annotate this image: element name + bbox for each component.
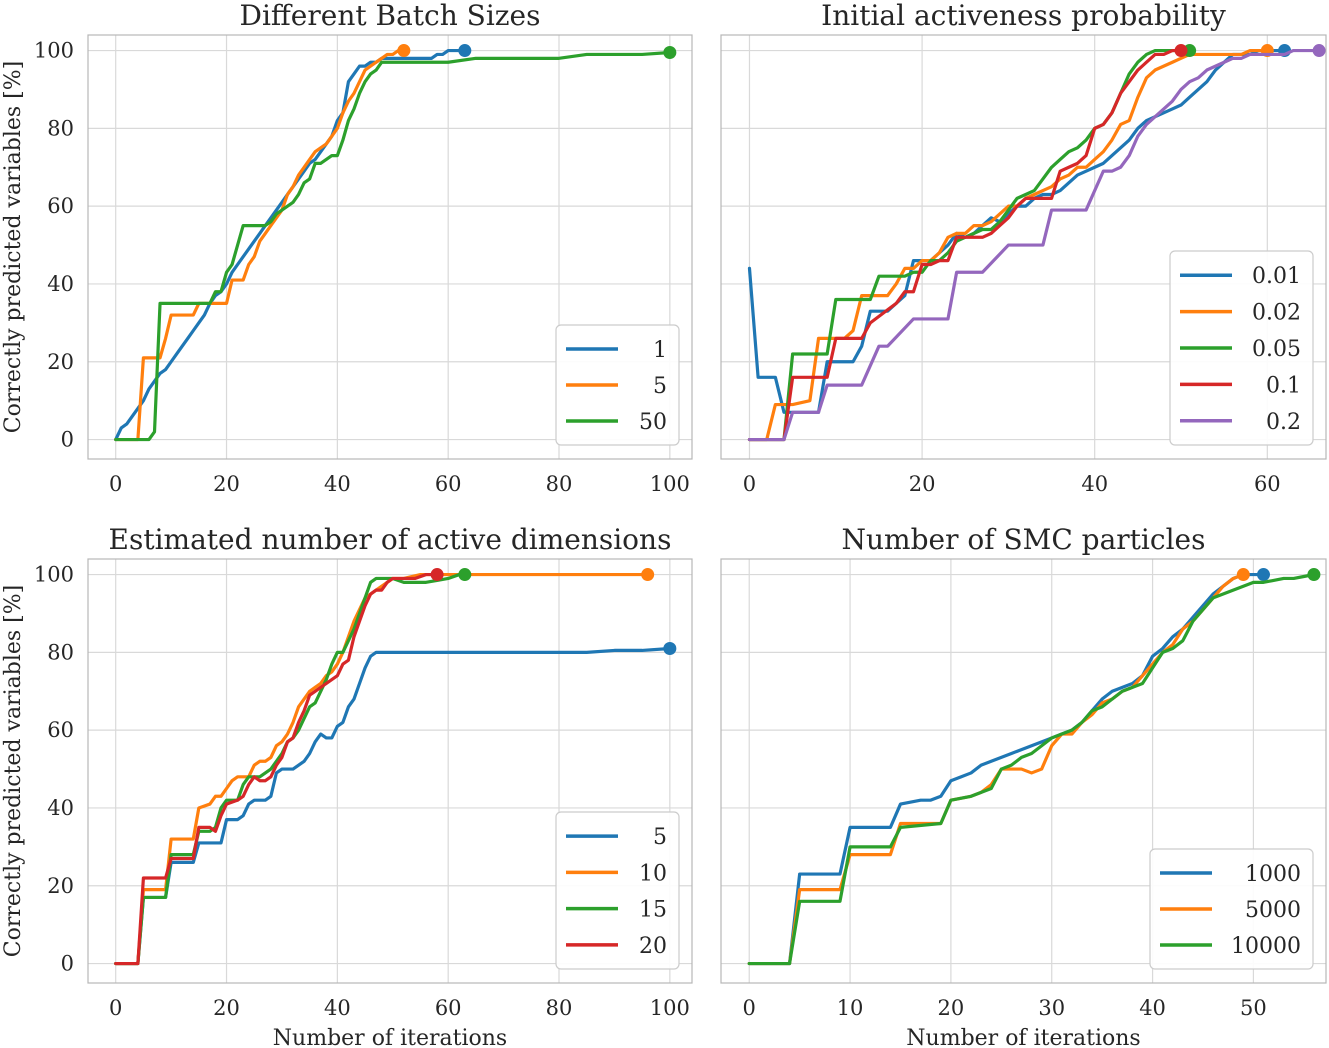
y-axis-label: Correctly predicted variables [%] bbox=[1, 585, 26, 957]
legend-label-1: 1 bbox=[653, 338, 667, 363]
x-axis-label: Number of iterations bbox=[273, 1026, 507, 1048]
chart-title: Number of SMC particles bbox=[842, 523, 1206, 556]
legend-box bbox=[1169, 250, 1314, 446]
y-tick-label: 100 bbox=[34, 563, 74, 587]
chart-title: Different Batch Sizes bbox=[240, 0, 541, 32]
y-tick-label: 60 bbox=[47, 718, 74, 742]
x-axis-label: Number of iterations bbox=[906, 1026, 1140, 1048]
series-line-10000 bbox=[747, 572, 1316, 966]
plot-frame bbox=[87, 34, 693, 460]
legend-label-5000: 5000 bbox=[1245, 898, 1301, 923]
x-tick-label: 60 bbox=[435, 996, 462, 1020]
y-tick-label: 0 bbox=[61, 952, 74, 976]
x-tick-label: 100 bbox=[650, 996, 690, 1020]
series-end-marker-15 bbox=[458, 568, 472, 582]
x-tick-label: 0 bbox=[743, 472, 756, 496]
series-line-5 bbox=[114, 646, 672, 966]
chart-title: Estimated number of active dimensions bbox=[109, 523, 672, 556]
series-end-marker-10000 bbox=[1307, 568, 1321, 582]
x-tick-label: 0 bbox=[109, 472, 122, 496]
x-tick-label: 100 bbox=[650, 472, 690, 496]
legend-box bbox=[555, 811, 680, 970]
series-line-20 bbox=[114, 572, 439, 966]
series-end-marker-10 bbox=[641, 568, 655, 582]
legend-label-50: 50 bbox=[639, 410, 667, 435]
y-tick-label: 80 bbox=[47, 640, 74, 664]
chart-panel-4: 0 10 20 30 40 50 Number of SMC particles Number… bbox=[720, 523, 1327, 1048]
series-end-marker-5 bbox=[397, 44, 411, 58]
x-tick-label: 0 bbox=[743, 996, 756, 1020]
y-tick-label: 40 bbox=[47, 272, 74, 296]
x-tick-label: 80 bbox=[546, 996, 573, 1020]
series-line-10 bbox=[114, 572, 650, 966]
x-tick-label: 30 bbox=[1038, 996, 1065, 1020]
plot-frame bbox=[720, 34, 1327, 460]
x-tick-label: 10 bbox=[837, 996, 864, 1020]
chart-panel-3: 0 20 40 60 80 100 0 20 40 60 80 100 Estimated number… bbox=[1, 523, 693, 1048]
chart-title: Initial activeness probability bbox=[821, 0, 1226, 32]
x-tick-label: 20 bbox=[909, 472, 936, 496]
legend-label-5: 5 bbox=[653, 825, 667, 850]
series-end-marker-50 bbox=[663, 46, 677, 60]
x-tick-label: 80 bbox=[546, 472, 573, 496]
legend: 1000 5000 10000 bbox=[1149, 848, 1314, 970]
x-tick-label: 40 bbox=[1139, 996, 1166, 1020]
x-tick-label: 50 bbox=[1240, 996, 1267, 1020]
x-tick-label: 60 bbox=[1254, 472, 1281, 496]
y-axis-label: Correctly predicted variables [%] bbox=[1, 61, 26, 433]
series-line-0.05 bbox=[747, 48, 1192, 442]
series-end-marker-1000 bbox=[1256, 568, 1270, 582]
legend: 0.01 0.02 0.05 0.1 0.2 bbox=[1169, 250, 1314, 446]
legend-label-10: 10 bbox=[639, 861, 667, 886]
legend-label-0.05: 0.05 bbox=[1252, 337, 1301, 362]
x-tick-label: 40 bbox=[324, 472, 351, 496]
y-tick-label: 80 bbox=[47, 116, 74, 140]
legend-label-10000: 10000 bbox=[1231, 934, 1301, 959]
legend-label-0.2: 0.2 bbox=[1266, 410, 1301, 435]
series-end-marker-1 bbox=[458, 44, 472, 58]
x-tick-label: 20 bbox=[213, 472, 240, 496]
series-end-marker-5 bbox=[663, 641, 677, 655]
legend-label-0.1: 0.1 bbox=[1266, 373, 1301, 398]
plot-frame bbox=[720, 558, 1327, 984]
series-line-50 bbox=[114, 50, 672, 442]
x-tick-label: 40 bbox=[1081, 472, 1108, 496]
legend-label-5: 5 bbox=[653, 374, 667, 399]
legend-label-15: 15 bbox=[639, 898, 667, 923]
series-end-marker-20 bbox=[430, 568, 444, 582]
series-end-marker-0.1 bbox=[1174, 44, 1188, 58]
chart-panel-1: 0 20 40 60 80 100 0 20 40 60 80 100 Different Batch … bbox=[1, 0, 693, 496]
x-tick-label: 40 bbox=[324, 996, 351, 1020]
y-tick-label: 60 bbox=[47, 194, 74, 218]
plot-frame bbox=[87, 558, 693, 984]
series-end-marker-0.2 bbox=[1312, 44, 1326, 58]
series-line-0.1 bbox=[747, 48, 1183, 442]
series-end-marker-5000 bbox=[1236, 568, 1250, 582]
y-tick-label: 100 bbox=[34, 39, 74, 63]
legend-label-1000: 1000 bbox=[1245, 862, 1301, 887]
series-line-5 bbox=[114, 48, 406, 442]
series-line-15 bbox=[114, 572, 467, 966]
x-tick-label: 20 bbox=[213, 996, 240, 1020]
series-line-0.2 bbox=[747, 48, 1321, 442]
x-tick-label: 0 bbox=[109, 996, 122, 1020]
legend-label-20: 20 bbox=[639, 934, 667, 959]
y-tick-label: 20 bbox=[47, 874, 74, 898]
y-tick-label: 40 bbox=[47, 796, 74, 820]
legend: 5 10 15 20 bbox=[555, 811, 680, 970]
legend-box bbox=[1149, 848, 1314, 970]
x-tick-label: 60 bbox=[435, 472, 462, 496]
y-tick-label: 0 bbox=[61, 428, 74, 452]
chart-panel-2: 0 20 40 60 Initial activeness probability 0.0… bbox=[720, 0, 1327, 496]
legend-label-0.02: 0.02 bbox=[1252, 301, 1301, 326]
y-tick-label: 20 bbox=[47, 350, 74, 374]
legend-label-0.01: 0.01 bbox=[1252, 264, 1301, 289]
x-tick-label: 20 bbox=[938, 996, 965, 1020]
